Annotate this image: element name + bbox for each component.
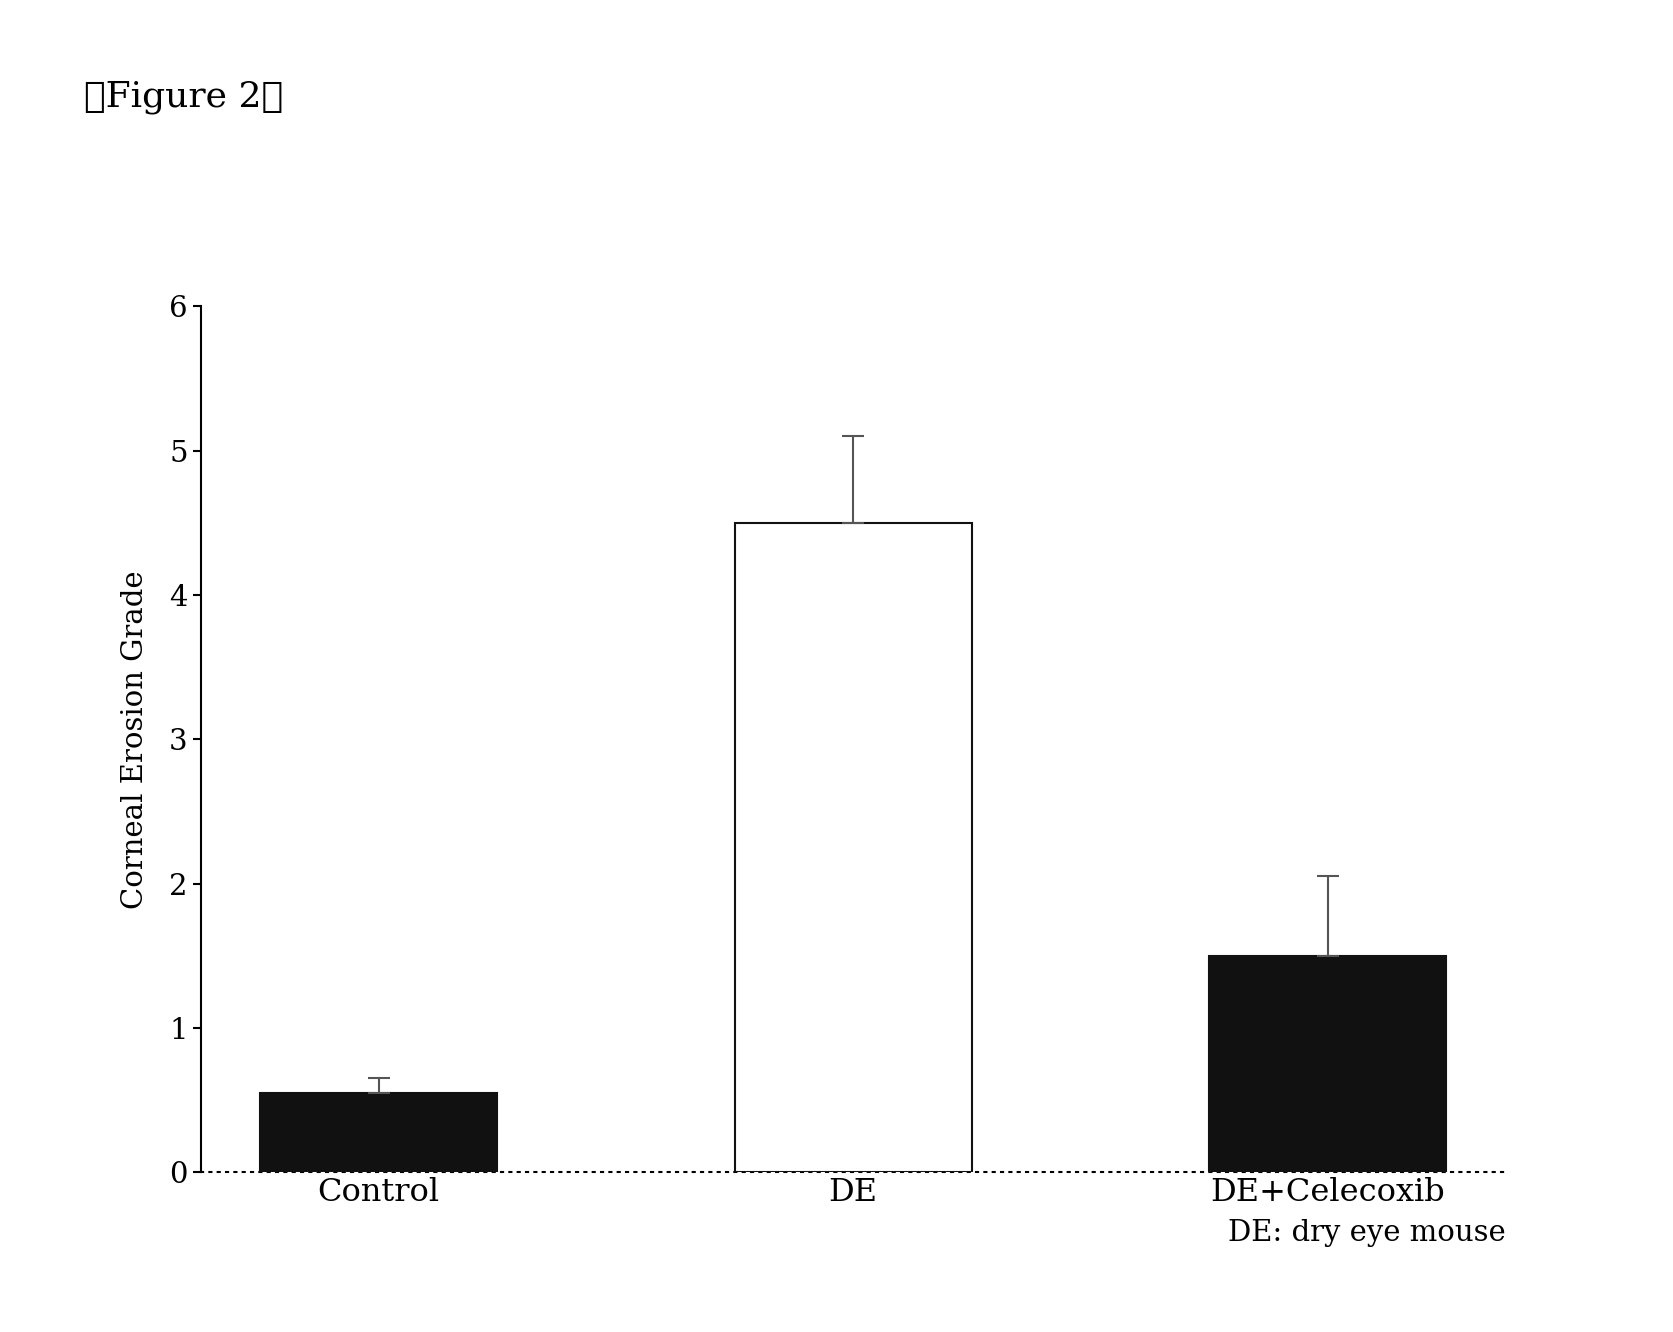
Bar bbox=[1210, 956, 1447, 1172]
Y-axis label: Corneal Erosion Grade: Corneal Erosion Grade bbox=[122, 570, 149, 908]
Bar bbox=[259, 1092, 497, 1172]
Bar bbox=[734, 522, 972, 1172]
Text: 【Figure 2】: 【Figure 2】 bbox=[84, 80, 283, 115]
Text: DE: dry eye mouse: DE: dry eye mouse bbox=[1228, 1219, 1506, 1247]
